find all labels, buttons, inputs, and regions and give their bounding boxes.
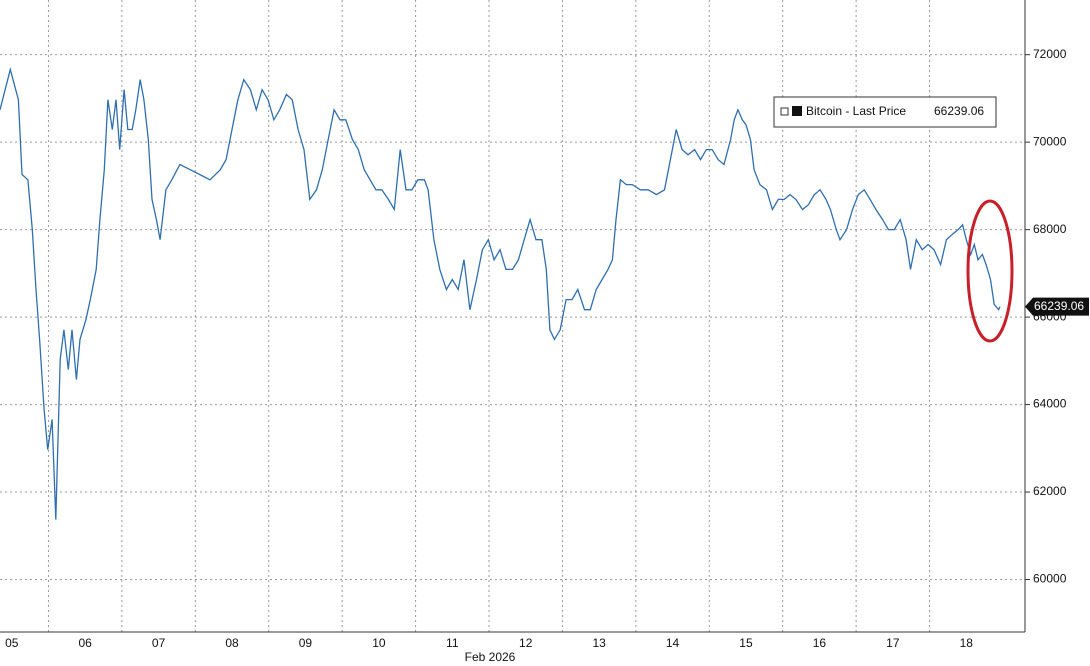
x-axis-label: Feb 2026 <box>465 650 516 664</box>
last-price-label: 66239.06 <box>1034 299 1084 313</box>
x-tick-label: 05 <box>5 636 19 650</box>
highlight-ellipse <box>966 199 1014 343</box>
x-tick-label: 15 <box>739 636 753 650</box>
y-tick-label: 64000 <box>1033 397 1067 411</box>
legend-box <box>773 96 997 128</box>
legend-value: 66239.06 <box>934 104 984 118</box>
x-tick-label: 06 <box>78 636 92 650</box>
x-tick-label: 16 <box>813 636 827 650</box>
x-tick-label: 14 <box>666 636 680 650</box>
legend-swatch <box>792 106 802 116</box>
legend: Bitcoin - Last Price 66239.06 <box>773 96 997 128</box>
y-tick-label: 60000 <box>1033 572 1067 586</box>
y-tick-label: 62000 <box>1033 484 1067 498</box>
y-tick-label: 72000 <box>1033 47 1067 61</box>
x-tick-label: 07 <box>152 636 166 650</box>
x-tick-label: 18 <box>960 636 974 650</box>
x-tick-label: 10 <box>372 636 386 650</box>
y-tick-label: 70000 <box>1033 134 1067 148</box>
x-tick-label: 09 <box>299 636 313 650</box>
plot-area <box>0 0 1025 632</box>
x-tick-label: 17 <box>886 636 900 650</box>
last-price-tag <box>1025 297 1089 316</box>
legend-label: Bitcoin - Last Price <box>806 104 906 118</box>
legend-toggle <box>780 107 789 116</box>
x-tick-label: 12 <box>519 636 533 650</box>
price-line <box>0 66 1001 520</box>
x-tick-label: 08 <box>225 636 239 650</box>
y-tick-label: 68000 <box>1033 222 1067 236</box>
x-tick-label: 11 <box>446 636 459 650</box>
x-tick-label: 13 <box>592 636 606 650</box>
